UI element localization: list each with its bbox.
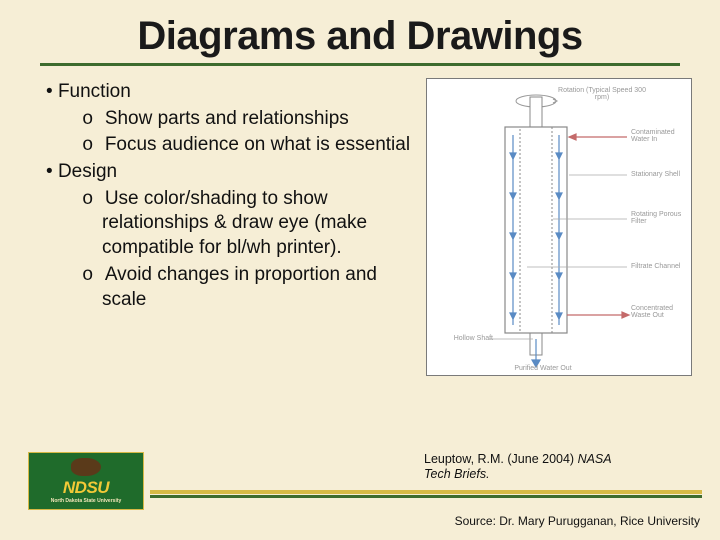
title-underline: [40, 63, 680, 66]
slide-source: Source: Dr. Mary Purugganan, Rice Univer…: [455, 514, 700, 528]
diagram-label-conc-waste: Concentrated Waste Out: [631, 305, 687, 320]
slide-title: Diagrams and Drawings: [0, 0, 720, 63]
bullet-list: Function Show parts and relationships Fo…: [28, 78, 426, 376]
bullet-function: Function: [46, 80, 418, 105]
bullet-design: Design: [46, 160, 418, 185]
diagram-label-hollow-shaft: Hollow Shaft: [443, 335, 493, 342]
logo-subtext: North Dakota State University: [51, 498, 122, 504]
citation-author: Leuptow, R.M. (June 2004): [424, 452, 578, 466]
diagram-label-rotating-filter: Rotating Porous Filter: [631, 211, 687, 226]
bison-icon: [71, 458, 101, 476]
bullet-focus-audience: Focus audience on what is essential: [82, 133, 418, 158]
bullet-show-parts: Show parts and relationships: [82, 107, 418, 132]
logo-text: NDSU: [63, 478, 109, 498]
diagram-figure: Rotation (Typical Speed 300 rpm) Contami…: [426, 78, 692, 376]
diagram-label-filtrate-channel: Filtrate Channel: [631, 263, 687, 270]
ndsu-logo: NDSU North Dakota State University: [28, 452, 144, 510]
figure-citation: Leuptow, R.M. (June 2004) NASA Tech Brie…: [424, 452, 624, 482]
bullet-color-shading: Use color/shading to show relationships …: [82, 187, 418, 261]
footer: NDSU North Dakota State University Leupt…: [0, 444, 720, 540]
bullet-proportion: Avoid changes in proportion and scale: [82, 263, 418, 312]
diagram-label-rotation: Rotation (Typical Speed 300 rpm): [557, 87, 647, 102]
content-area: Function Show parts and relationships Fo…: [0, 78, 720, 376]
footer-rule-gold: [150, 490, 702, 494]
diagram-svg: [427, 79, 693, 377]
diagram-label-purified-out: Purified Water Out: [503, 365, 583, 372]
diagram-label-contaminated-in: Contaminated Water In: [631, 129, 687, 144]
diagram-label-stationary-shell: Stationary Shell: [631, 171, 687, 178]
footer-rule-green: [150, 495, 702, 498]
